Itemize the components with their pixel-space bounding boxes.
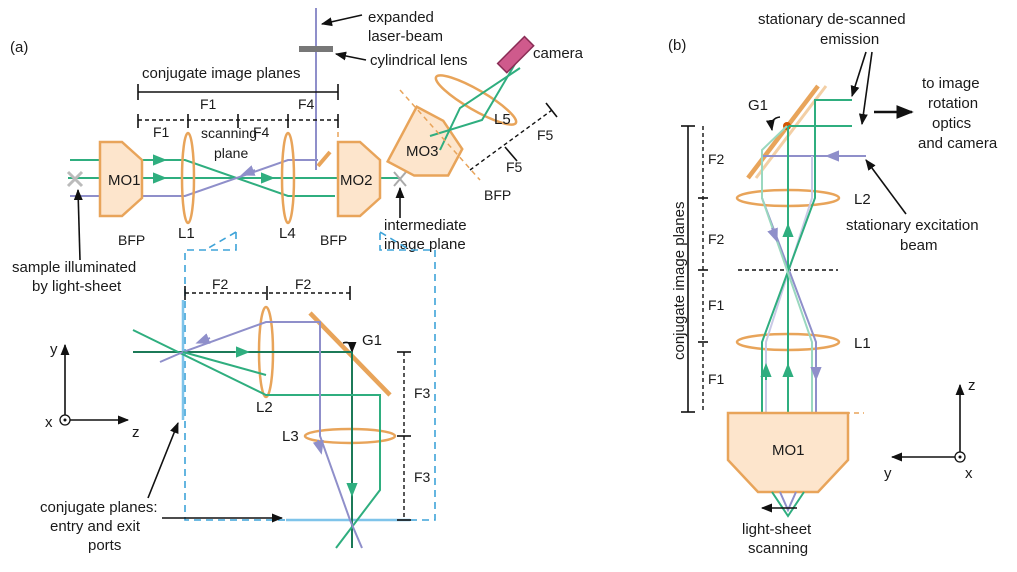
l1-label: L1 <box>178 225 195 242</box>
f3-label-1: F3 <box>414 385 431 401</box>
f1-label-2: F1 <box>200 96 217 112</box>
lens-l4 <box>280 131 296 225</box>
l3-inset-label: L3 <box>282 428 299 445</box>
axis-y-b-label: y <box>884 465 892 482</box>
lens-l5 <box>434 74 518 126</box>
f4-label-1: F4 <box>253 124 270 140</box>
cylindrical-lens-shape <box>299 46 333 52</box>
axis-y-label: y <box>50 341 58 358</box>
cylindrical-lens-arrow <box>334 51 367 61</box>
f1-b-label-2: F1 <box>708 371 725 387</box>
f5-label-1: F5 <box>537 127 554 143</box>
mo1-b-label: MO1 <box>772 442 805 459</box>
inset-f2-label-2: F2 <box>295 276 312 292</box>
l1-b-label: L1 <box>854 335 871 352</box>
conjugate-planes-label-b: conjugate image planes <box>671 202 688 360</box>
f1-b-label-1: F1 <box>708 297 725 313</box>
inset-frame <box>184 232 436 521</box>
lens-l3-inset <box>303 427 397 445</box>
panel-b-label: (b) <box>668 37 686 54</box>
expanded-beam-arrow <box>320 14 363 27</box>
f3-label-2: F3 <box>414 469 431 485</box>
axis-z-b-label: z <box>968 377 976 394</box>
mo1-label: MO1 <box>108 172 141 189</box>
scanning-plane-label: scanning plane <box>201 125 257 161</box>
lens-l1 <box>180 131 196 225</box>
axis-x-b-label: x <box>965 465 973 482</box>
ports-label: conjugate planes: entry and exit ports <box>40 499 158 554</box>
scan-label: light-sheet scanning <box>742 521 812 557</box>
descanned-label: stationary de-scanned emission <box>758 11 906 48</box>
f1-label-1: F1 <box>153 124 170 140</box>
bfp-label-3: BFP <box>484 187 511 203</box>
sample-label: sample illuminated by light-sheet <box>12 259 136 295</box>
mo2-objective <box>336 140 382 218</box>
mo3-objective <box>385 105 464 177</box>
cylindrical-lens-label: cylindrical lens <box>370 52 468 69</box>
axis-z-label: z <box>132 424 140 441</box>
to-image-label: to image rotation optics and camera <box>918 75 998 152</box>
mo3-label: MO3 <box>406 143 439 160</box>
inset-f2-label-1: F2 <box>212 276 229 292</box>
g1-b-label: G1 <box>748 97 768 114</box>
axis-x-label: x <box>45 414 53 431</box>
camera-shape <box>496 35 535 74</box>
f2-b-label-2: F2 <box>708 231 725 247</box>
l2-b-label: L2 <box>854 191 871 208</box>
l5-label: L5 <box>494 111 511 128</box>
l4-label: L4 <box>279 225 296 242</box>
f2-b-label-1: F2 <box>708 151 725 167</box>
bfp-label-2: BFP <box>320 232 347 248</box>
mo2-label: MO2 <box>340 172 373 189</box>
galvo-g1-b <box>746 84 820 180</box>
small-mirror <box>316 150 332 168</box>
conjugate-planes-label-a: conjugate image planes <box>142 65 300 82</box>
excitation-label: stationary excitation beam <box>846 217 979 254</box>
camera-label: camera <box>533 45 584 62</box>
galvo-g1-inset <box>308 311 392 397</box>
g1-inset-label: G1 <box>362 332 382 349</box>
mo1-b-objective <box>726 411 850 494</box>
f4-label-2: F4 <box>298 96 315 112</box>
bfp-label-1: BFP <box>118 232 145 248</box>
l2-inset-label: L2 <box>256 399 273 416</box>
mo1-objective <box>98 140 144 218</box>
panel-a-label: (a) <box>10 39 28 56</box>
f5-label-2: F5 <box>506 159 523 175</box>
intermediate-label: intermediate image plane <box>384 217 467 253</box>
expanded-beam-label: expanded laser-beam <box>368 9 443 45</box>
